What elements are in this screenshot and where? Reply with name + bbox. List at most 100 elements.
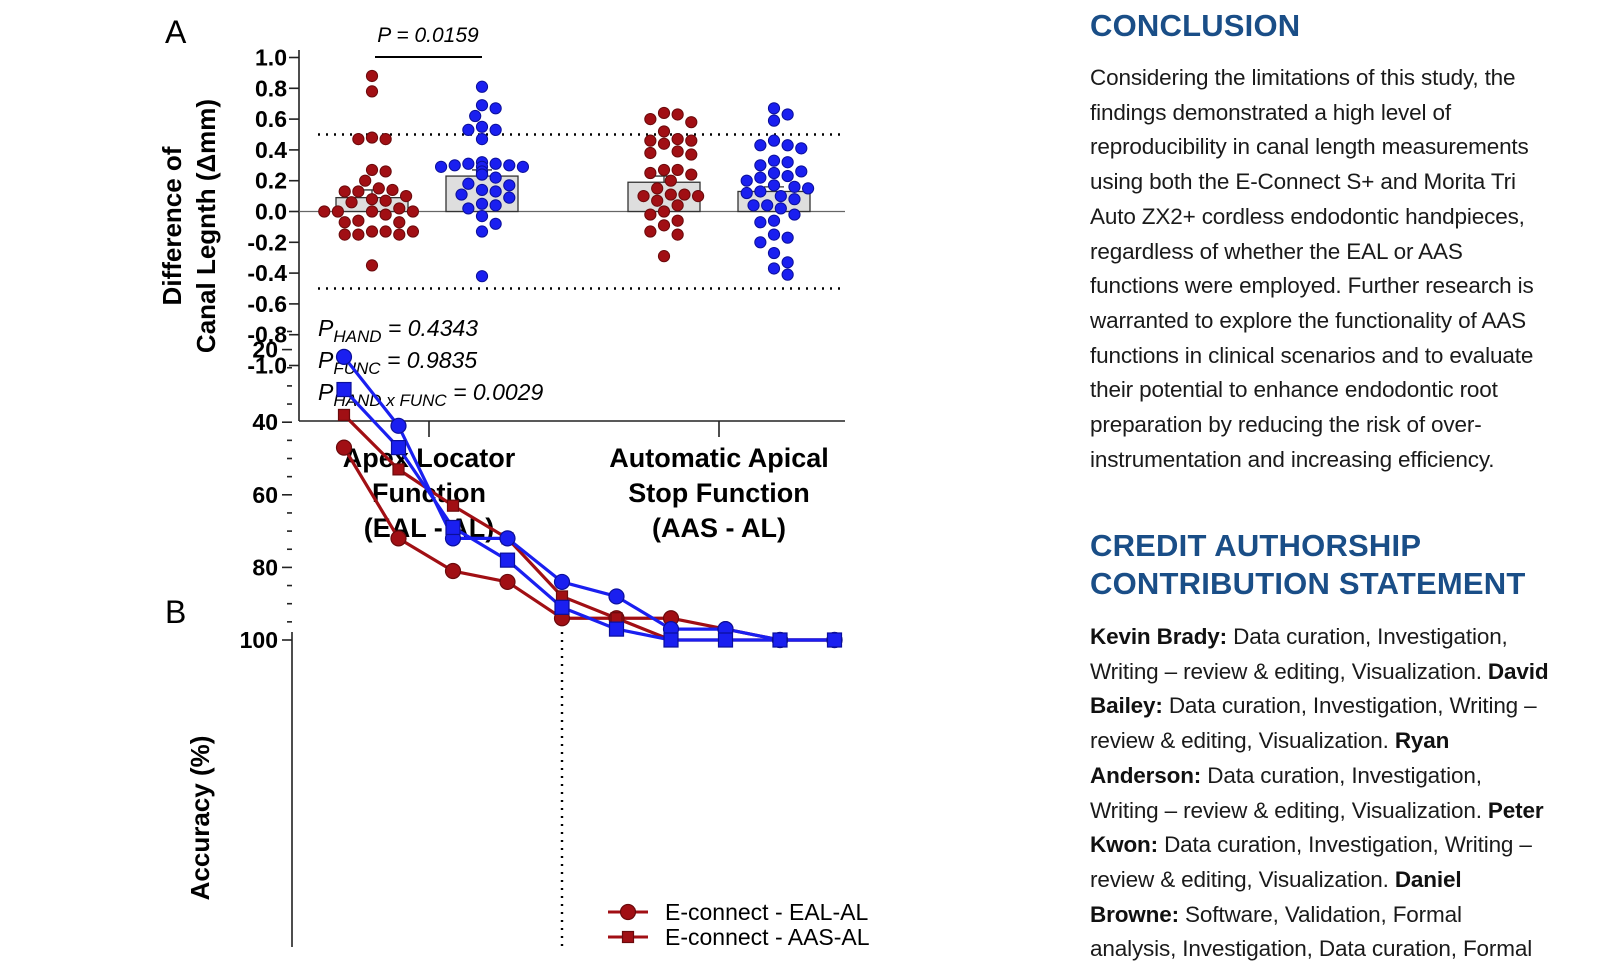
data-point: [747, 199, 760, 212]
data-point: [386, 183, 399, 197]
data-point: [365, 163, 379, 177]
author-name: David: [1487, 658, 1549, 684]
credit-line: Anderson: Data curation, Investigation,: [1090, 759, 1600, 794]
conclusion-line: warranted to explore the functionality o…: [1090, 307, 1527, 333]
data-point: [462, 177, 475, 190]
author-name: Kwon:: [1090, 832, 1158, 858]
data-point: [365, 85, 379, 98]
line-marker: [335, 348, 353, 365]
data-point: [664, 174, 677, 187]
data-point: [671, 145, 684, 158]
conclusion-line: functions were employed. Further researc…: [1090, 273, 1534, 299]
data-point: [475, 120, 489, 133]
data-point: [767, 166, 781, 180]
data-point: [469, 109, 482, 123]
data-point: [754, 185, 767, 198]
y-axis-title-line: Difference of: [157, 146, 187, 305]
contribution-text: Software, Validation, Formal: [1178, 901, 1462, 927]
panel-a: A Difference of Canal Legnth (Δmm) 1.0 0.8…: [157, 14, 845, 543]
credit-line: Kwon: Data curation, Investigation, Writ…: [1090, 828, 1600, 863]
data-point: [651, 194, 664, 207]
group-label-line: Apex Locator: [343, 443, 516, 473]
panel-b: B Accuracy (%) 100 80 60 40 20 E-connect - E…: [165, 330, 870, 947]
data-point: [651, 182, 664, 195]
contribution-text: Data curation, Investigation, Writing –: [1162, 693, 1537, 719]
anova-stat: PHAND = 0.4343: [318, 315, 478, 346]
y-tick-label: 100: [240, 627, 278, 653]
panel-a-label: A: [165, 14, 187, 50]
panel-a-points: [318, 69, 815, 283]
line-marker: [608, 621, 625, 637]
data-point: [393, 216, 406, 229]
data-point: [781, 231, 794, 244]
data-point: [475, 80, 489, 93]
contribution-text: review & editing, Visualization.: [1090, 866, 1395, 892]
y-axis-title-line: Canal Legnth (Δmm): [191, 99, 221, 353]
data-point: [685, 168, 698, 181]
conclusion-line: functions in clinical scenarios and to e…: [1090, 342, 1534, 368]
y-axis-title: Accuracy (%): [185, 736, 215, 901]
data-point: [455, 188, 468, 201]
author-name: Anderson:: [1090, 762, 1202, 788]
data-point: [802, 182, 815, 195]
data-point: [475, 270, 489, 283]
data-point: [685, 134, 698, 147]
line-marker: [554, 599, 570, 615]
data-point: [365, 193, 379, 206]
group-label-line: (AAS - AL): [652, 513, 786, 543]
data-point: [767, 102, 781, 115]
conclusion-line: reproducibility in canal length measurem…: [1090, 134, 1529, 160]
p-value-top: P = 0.0159: [377, 24, 479, 47]
data-point: [365, 69, 379, 83]
data-point: [767, 262, 781, 275]
data-point: [475, 225, 489, 238]
conclusion-line: findings demonstrated a high level of: [1090, 99, 1451, 125]
credit-line: Writing – review & editing, Visualizatio…: [1090, 655, 1600, 690]
data-point: [788, 193, 801, 206]
data-point: [767, 134, 781, 147]
line-marker: [663, 632, 679, 648]
panel-b-legend: E-connect - EAL-ALE-connect - AAS-AL: [608, 899, 870, 947]
conclusion-paragraph: Considering the limitations of this stud…: [1090, 61, 1600, 477]
line-marker: [390, 440, 407, 456]
data-point: [740, 174, 753, 187]
data-point: [503, 191, 516, 204]
data-point: [644, 113, 657, 126]
line-marker: [390, 417, 407, 434]
line-marker: [772, 632, 788, 648]
series-line: [342, 355, 835, 642]
data-point: [767, 114, 781, 127]
data-point: [475, 99, 489, 112]
line-marker: [499, 530, 516, 547]
line-marker: [608, 588, 625, 605]
conclusion-line: using both the E-Connect S+ and Morita T…: [1090, 169, 1516, 195]
data-point: [754, 139, 767, 152]
data-point: [489, 217, 502, 230]
y-tick-label: 0.8: [255, 75, 287, 101]
contribution-text: Data curation, Investigation,: [1201, 762, 1482, 788]
credit-line: Writing – review & editing, Visualizatio…: [1090, 794, 1600, 829]
data-point: [379, 208, 392, 221]
conclusion-line: instrumentation and increasing efficienc…: [1090, 446, 1495, 472]
y-tick-label: 40: [252, 409, 278, 435]
data-point: [767, 228, 781, 241]
line-marker: [336, 381, 352, 398]
data-point: [644, 166, 657, 180]
credit-line: Browne: Software, Validation, Formal: [1090, 898, 1600, 933]
data-point: [489, 102, 502, 115]
conclusion-line: preparation by reducing the risk of over…: [1090, 412, 1482, 438]
data-point: [761, 199, 774, 212]
credit-line: review & editing, Visualization. Ryan: [1090, 724, 1600, 759]
data-point: [352, 185, 365, 198]
credit-line: review & editing, Visualization. Daniel: [1090, 863, 1600, 898]
line-marker: [619, 903, 637, 921]
contribution-text: Writing – review & editing, Visualizatio…: [1090, 797, 1488, 823]
data-point: [338, 216, 351, 229]
data-point: [393, 228, 406, 241]
author-name: Daniel: [1394, 866, 1462, 892]
conclusion-line: Considering the limitations of this stud…: [1090, 65, 1516, 90]
data-point: [475, 168, 489, 181]
data-point: [365, 205, 379, 218]
data-point: [318, 205, 331, 218]
data-point: [685, 116, 698, 129]
